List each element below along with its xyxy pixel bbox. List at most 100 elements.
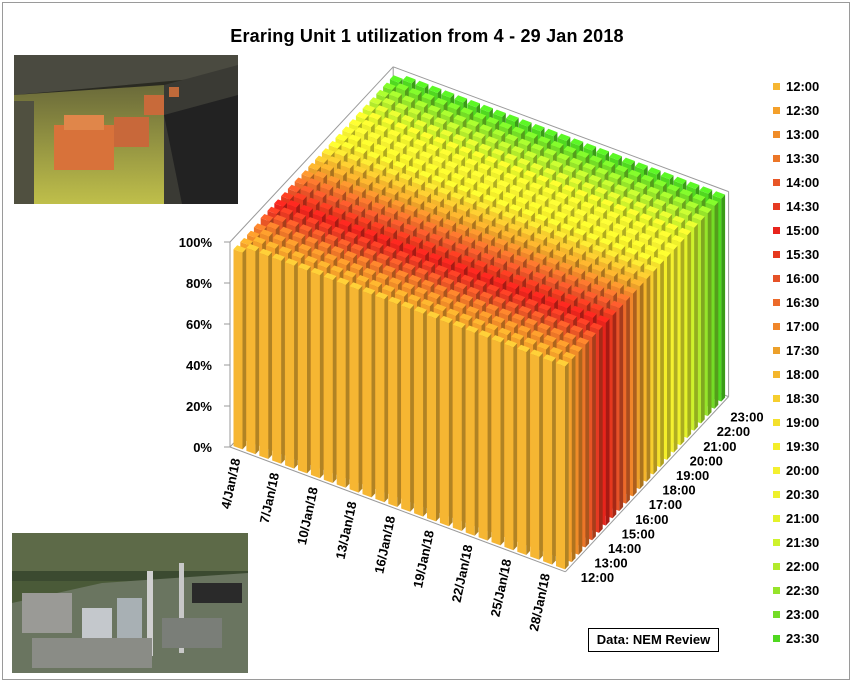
bar-side [707, 209, 712, 417]
bar-top [516, 177, 530, 185]
bar-top [369, 97, 383, 105]
legend-label: 19:00 [786, 414, 820, 430]
bar-top [294, 192, 307, 201]
bar-12:00-21/Jan/18 [452, 320, 466, 531]
bar-top [452, 153, 465, 161]
bar-top [368, 131, 381, 140]
legend-item: 22:00 [773, 558, 819, 574]
bar-top [514, 235, 528, 243]
bar-top [571, 305, 584, 314]
bar-top [478, 330, 492, 338]
legend-swatch [773, 250, 780, 258]
bar-top [524, 150, 537, 159]
bar-top [520, 267, 533, 275]
bar-front [427, 315, 436, 522]
bar-top [562, 184, 575, 192]
y-tick-label: 80% [186, 276, 212, 291]
bar-top [274, 199, 287, 207]
bar-top [442, 257, 455, 266]
bar-top [685, 201, 699, 209]
bar-top [446, 141, 459, 149]
bar-top [621, 177, 635, 185]
bar-12:00-20/Jan/18 [439, 315, 453, 527]
bar-top [563, 332, 577, 340]
bar-top [349, 282, 363, 290]
legend-swatch [773, 202, 780, 210]
bar-top [540, 245, 554, 253]
bar-top [385, 187, 399, 195]
legend-label: 18:00 [786, 366, 820, 382]
bar-top [419, 170, 432, 178]
bar-top [323, 272, 337, 281]
depth-tick-label: 19:00 [676, 468, 709, 483]
legend-label: 20:00 [786, 462, 820, 478]
x-tick-label: 19/Jan/18 [410, 529, 437, 589]
bar-top [318, 241, 332, 249]
bar-side [565, 362, 569, 570]
bar-top [370, 241, 384, 249]
bar-top [416, 248, 429, 256]
bar-top [378, 194, 392, 203]
x-tick-label: 25/Jan/18 [487, 558, 514, 618]
bar-top [562, 351, 576, 360]
bar-side [660, 260, 664, 468]
bar-top [510, 184, 523, 193]
bar-top [534, 233, 548, 241]
bar-top [448, 250, 462, 258]
bar-top [315, 155, 328, 163]
bar-top [548, 199, 562, 207]
bar-top [499, 121, 512, 130]
bar-top [561, 203, 575, 212]
bar-top [444, 180, 458, 188]
bar-top [463, 197, 477, 205]
bar-top [545, 296, 558, 304]
bar-12:00-9/Jan/18 [298, 263, 311, 474]
bar-top [364, 228, 378, 237]
bar-top [253, 236, 266, 244]
bar-top [336, 277, 350, 285]
bar-top [400, 153, 413, 161]
legend-label: 13:00 [786, 126, 820, 142]
bar-top [338, 238, 351, 247]
bar-top [588, 194, 601, 202]
bar-side [539, 352, 543, 560]
bar-top [557, 320, 571, 328]
bar-top [472, 131, 486, 139]
bar-top [345, 212, 359, 220]
bar-top [583, 143, 597, 151]
bar-top [492, 315, 505, 324]
bar-top [344, 250, 357, 259]
legend-label: 15:30 [786, 246, 820, 262]
bar-top [440, 129, 453, 137]
bar-top [260, 214, 274, 222]
bar-top [300, 204, 313, 213]
bar-top [511, 145, 525, 154]
bar-top [591, 283, 605, 292]
bar-top [397, 211, 411, 220]
bar-top [439, 315, 453, 324]
bar-top [453, 114, 467, 122]
legend-item: 21:30 [773, 534, 819, 550]
bar-top [578, 279, 592, 287]
bar-top [490, 187, 503, 195]
bar-top [521, 228, 535, 236]
bar-top [565, 274, 579, 282]
bar-top [570, 325, 583, 333]
bar-top [505, 320, 518, 328]
bar-top [467, 100, 480, 108]
bar-top [552, 288, 565, 297]
bar-12:00-22/Jan/18 [465, 325, 479, 536]
bar-top [306, 197, 320, 205]
bar-top [319, 221, 332, 230]
legend-swatch [773, 442, 780, 450]
bar-top [346, 192, 359, 200]
legend-item: 14:30 [773, 198, 819, 214]
bar-top [539, 264, 553, 272]
bar-top [392, 180, 406, 188]
bar-top [327, 175, 340, 184]
bar-front [285, 262, 295, 469]
bar-top [382, 284, 395, 292]
bar-top [504, 153, 518, 161]
y-tick-label: 0% [193, 440, 212, 455]
bar-top [575, 169, 589, 178]
